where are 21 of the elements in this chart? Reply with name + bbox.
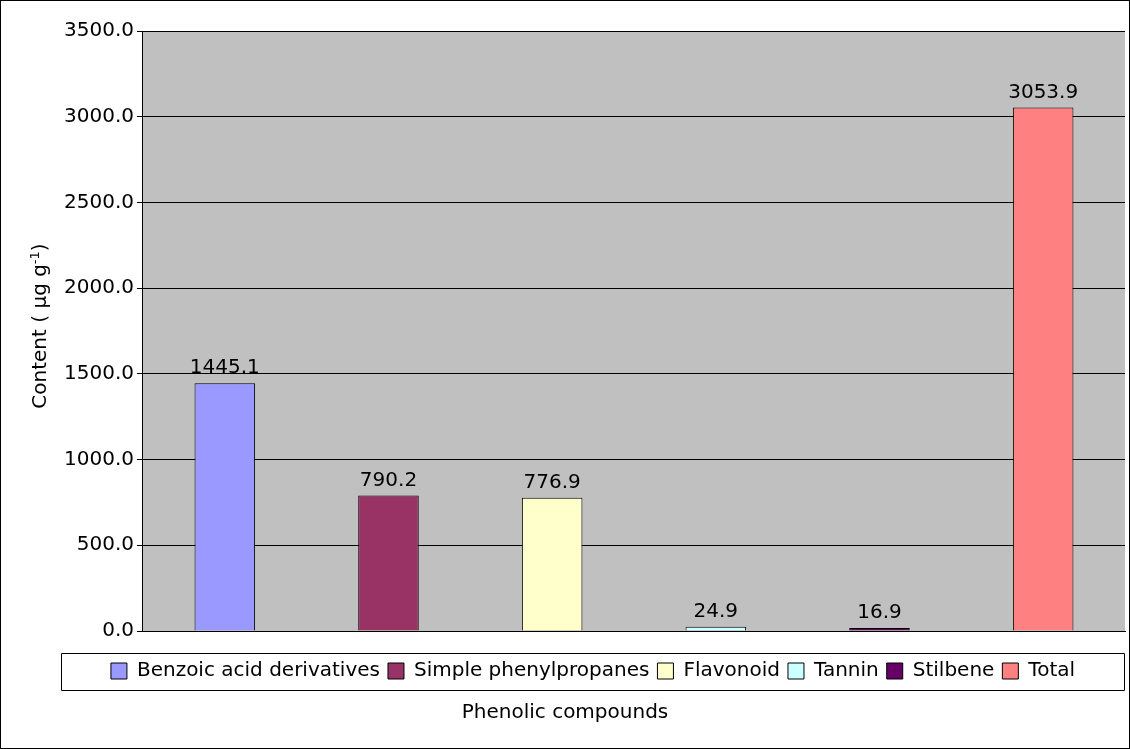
y-tick-label: 3500.0 bbox=[64, 17, 134, 42]
y-tick-label: 3000.0 bbox=[64, 102, 134, 127]
data-label: 776.9 bbox=[523, 469, 581, 494]
y-tick-label: 1500.0 bbox=[64, 360, 134, 385]
y-tick-label: 1000.0 bbox=[64, 445, 134, 470]
legend-label: Tannin bbox=[812, 657, 879, 682]
y-tick-label: 2000.0 bbox=[64, 274, 134, 299]
y-tick-label: 2500.0 bbox=[64, 188, 134, 213]
legend-label: Simple phenylpropanes bbox=[413, 657, 650, 682]
legend-label: Benzoic acid derivatives bbox=[136, 657, 380, 682]
data-label: 3053.9 bbox=[1008, 78, 1079, 103]
legend-label: Flavonoid bbox=[683, 657, 780, 682]
legend-label: Total bbox=[1027, 657, 1076, 682]
data-label: 790.2 bbox=[359, 466, 418, 491]
y-tick-label: 500.0 bbox=[76, 531, 134, 556]
data-label: 1445.1 bbox=[189, 354, 260, 379]
data-label: 16.9 bbox=[857, 599, 902, 624]
data-label: 24.9 bbox=[693, 597, 739, 622]
x-axis-title: Phenolic compounds bbox=[460, 699, 670, 723]
y-tick-label: 0.0 bbox=[102, 617, 134, 642]
legend-label: Stilbene bbox=[912, 657, 995, 682]
